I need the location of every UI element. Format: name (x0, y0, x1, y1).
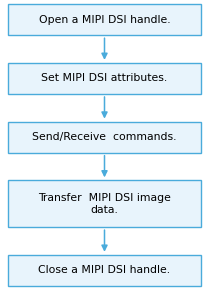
FancyBboxPatch shape (8, 180, 201, 227)
Text: Transfer  MIPI DSI image
data.: Transfer MIPI DSI image data. (38, 193, 171, 215)
Text: Open a MIPI DSI handle.: Open a MIPI DSI handle. (39, 15, 170, 25)
Text: Close a MIPI DSI handle.: Close a MIPI DSI handle. (38, 265, 171, 275)
FancyBboxPatch shape (8, 255, 201, 286)
Text: Send/Receive  commands.: Send/Receive commands. (32, 132, 177, 142)
FancyBboxPatch shape (8, 4, 201, 35)
FancyBboxPatch shape (8, 63, 201, 94)
Text: Set MIPI DSI attributes.: Set MIPI DSI attributes. (41, 73, 168, 84)
FancyBboxPatch shape (8, 122, 201, 153)
